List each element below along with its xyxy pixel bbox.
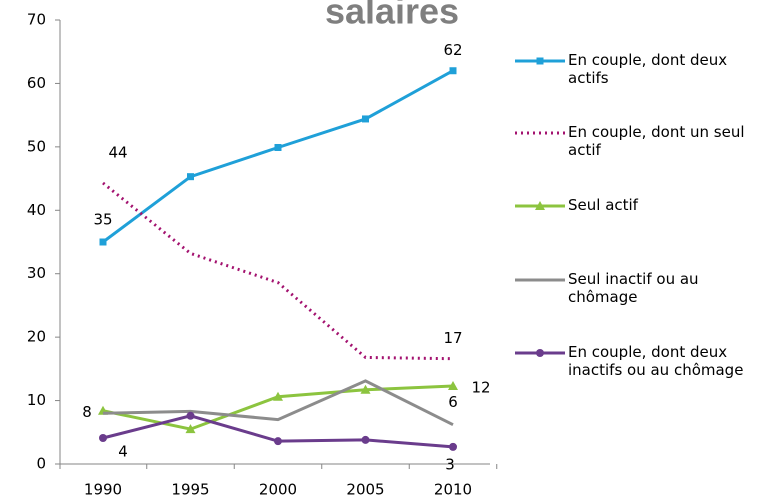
legend-label: En couple, dont deux inactifs ou au chôm… bbox=[568, 343, 744, 379]
legend-label: Seul inactif ou au chômage bbox=[568, 270, 699, 306]
marker bbox=[99, 238, 107, 246]
data-label: 17 bbox=[443, 329, 462, 347]
x-tick-label: 2000 bbox=[259, 481, 297, 499]
data-label: 4 bbox=[118, 442, 128, 460]
legend-label: Seul actif bbox=[568, 196, 638, 214]
marker bbox=[99, 433, 107, 442]
data-label: 3 bbox=[445, 455, 455, 473]
y-tick-label: 0 bbox=[36, 455, 46, 473]
marker bbox=[361, 435, 370, 444]
marker bbox=[535, 201, 545, 210]
chart-title: salaires bbox=[325, 0, 459, 32]
series-line bbox=[102, 379, 454, 427]
marker bbox=[273, 391, 283, 401]
y-tick-label: 40 bbox=[27, 201, 46, 219]
y-tick-label: 20 bbox=[27, 328, 46, 346]
marker bbox=[187, 173, 194, 181]
series-line bbox=[102, 181, 454, 361]
x-tick-label: 1990 bbox=[84, 481, 122, 499]
legend-label: En couple, dont un seul actif bbox=[568, 123, 745, 159]
y-tick-label: 70 bbox=[27, 11, 46, 29]
x-tick-label: 2010 bbox=[434, 481, 472, 499]
marker bbox=[536, 349, 544, 357]
data-label: 12 bbox=[471, 378, 490, 396]
data-label: 62 bbox=[443, 41, 462, 59]
marker bbox=[186, 411, 195, 420]
marker bbox=[274, 143, 282, 151]
marker bbox=[274, 437, 282, 446]
series-line bbox=[102, 69, 454, 244]
y-tick-label: 50 bbox=[27, 137, 46, 155]
data-label: 6 bbox=[448, 393, 458, 411]
x-tick-label: 2005 bbox=[346, 481, 384, 499]
marker bbox=[360, 384, 371, 394]
marker bbox=[536, 57, 544, 65]
data-label: 44 bbox=[108, 144, 127, 162]
marker bbox=[449, 67, 457, 75]
data-label: 35 bbox=[93, 211, 112, 229]
marker bbox=[362, 115, 369, 123]
y-tick-label: 10 bbox=[27, 391, 46, 409]
marker bbox=[448, 380, 458, 390]
y-tick-label: 60 bbox=[27, 74, 46, 92]
legend-label: En couple, dont deux actifs bbox=[568, 51, 728, 87]
x-tick-label: 1995 bbox=[171, 481, 209, 499]
marker bbox=[185, 424, 196, 434]
y-tick-label: 30 bbox=[27, 264, 46, 282]
marker bbox=[449, 442, 457, 451]
data-label: 8 bbox=[82, 403, 92, 421]
